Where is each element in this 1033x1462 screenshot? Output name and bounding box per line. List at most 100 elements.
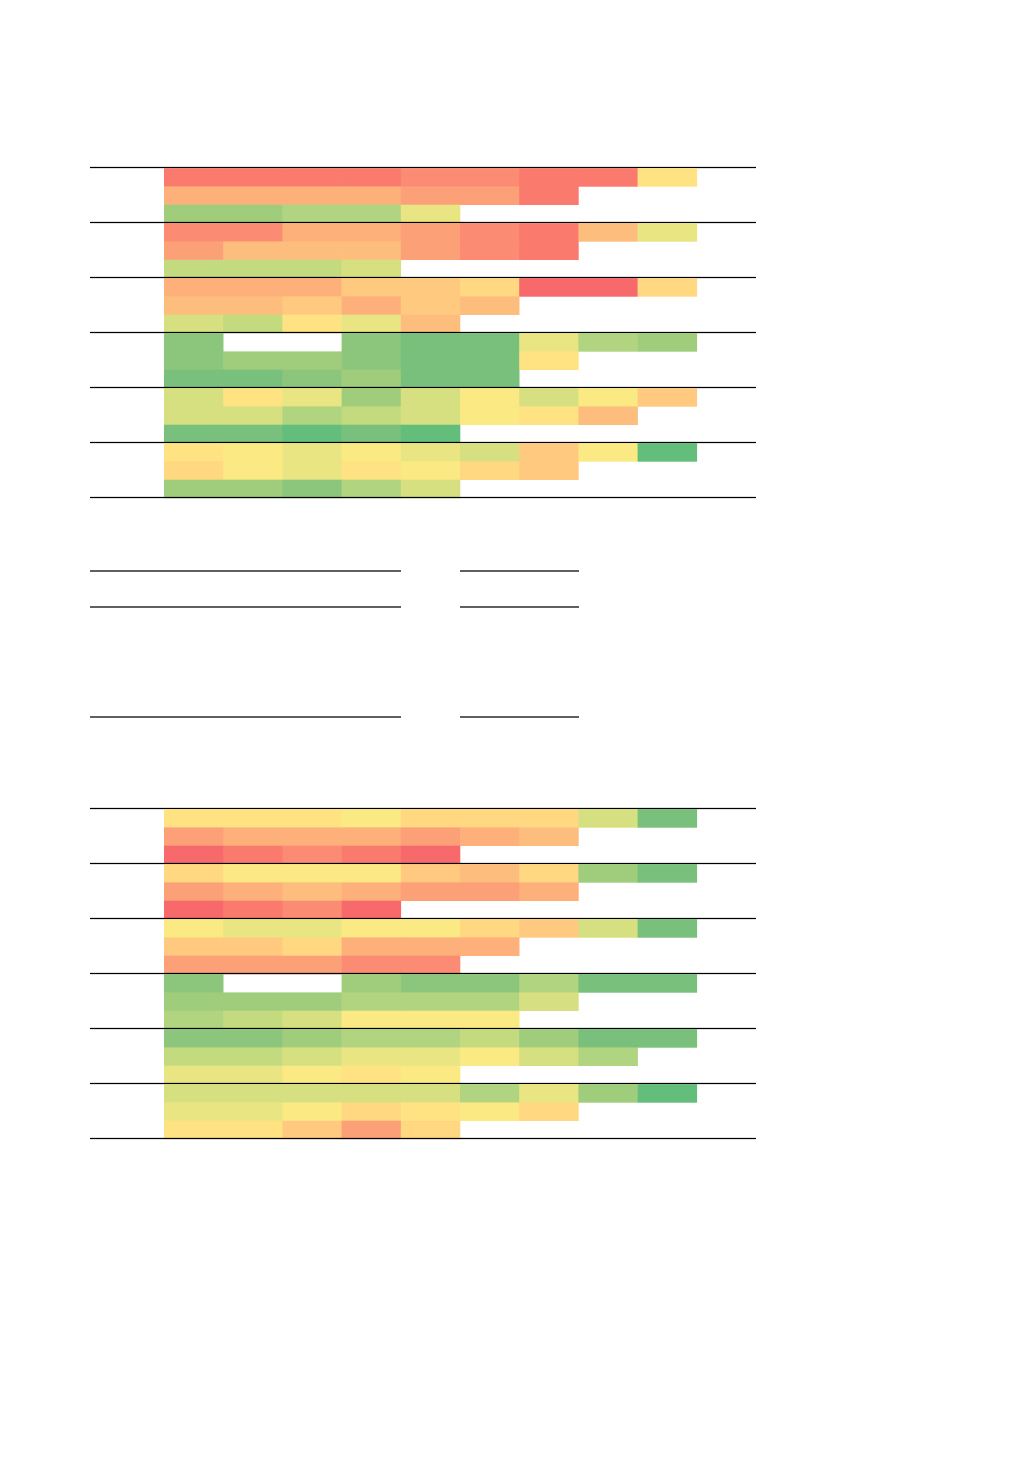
heat-cell-0-b3-r1-c6: [519, 351, 579, 370]
heat-cell-1-b3-r0-c7: [578, 974, 638, 993]
heat-cell-0-b0-r2-c4: [400, 204, 461, 224]
heat-cell-1-b0-r1-c2: [282, 827, 342, 846]
heat-cell-1-b2-r2-c1: [223, 955, 283, 975]
heat-cell-0-b4-r1-c3: [341, 406, 402, 425]
heat-cell-1-b1-r0-c1: [223, 864, 283, 883]
heat-cell-0-b5-r0-c8: [637, 443, 698, 462]
heat-cell-1-b5-r0-c4: [400, 1084, 461, 1103]
heat-cell-1-b3-r0-c5: [460, 974, 520, 993]
heat-cell-1-b3-r1-c6: [519, 992, 579, 1011]
heat-cell-0-b2-r1-c2: [282, 296, 342, 315]
heat-cell-1-b3-r1-c4: [400, 992, 461, 1011]
heat-cell-0-b5-r0-c6: [519, 443, 579, 462]
heat-cell-1-b2-r2-c3: [341, 955, 402, 975]
heat-cell-1-b5-r0-c2: [282, 1084, 342, 1103]
heat-cell-1-b5-r2-c2: [282, 1120, 342, 1140]
heat-cell-1-b0-r1-c1: [223, 827, 283, 846]
heat-cell-1-b4-r0-c8: [637, 1029, 698, 1048]
heat-cell-0-b3-r1-c5: [460, 351, 520, 370]
heat-cell-0-b0-r0-c5: [460, 168, 520, 187]
heat-cell-1-b2-r0-c1: [223, 919, 283, 938]
heat-cell-0-b1-r2-c3: [341, 259, 402, 279]
heat-cell-1-b5-r0-c8: [637, 1084, 698, 1103]
heat-cell-0-b0-r0-c1: [223, 168, 283, 187]
heat-cell-1-b3-r1-c0: [164, 992, 224, 1011]
heat-cell-0-b1-r2-c0: [164, 259, 224, 279]
heat-cell-1-b3-r2-c3: [341, 1010, 402, 1030]
heat-cell-0-b2-r0-c3: [341, 278, 402, 297]
heat-cell-0-b5-r0-c3: [341, 443, 402, 462]
heat-cell-1-b2-r1-c4: [400, 937, 461, 956]
heat-cell-0-b5-r2-c0: [164, 479, 224, 499]
heat-cell-0-b0-r0-c2: [282, 168, 342, 187]
heat-cell-1-b0-r0-c6: [519, 809, 579, 828]
heat-cell-1-b2-r1-c0: [164, 937, 224, 956]
heat-cell-1-b4-r0-c5: [460, 1029, 520, 1048]
heat-cell-0-b3-r0-c0: [164, 333, 224, 352]
heat-cell-1-b4-r1-c3: [341, 1047, 402, 1066]
heat-cell-0-b4-r0-c4: [400, 388, 461, 407]
heat-cell-0-b1-r0-c4: [400, 223, 461, 242]
heat-cell-1-b1-r0-c2: [282, 864, 342, 883]
heat-cell-0-b4-r0-c0: [164, 388, 224, 407]
heat-cell-0-b5-r1-c6: [519, 461, 579, 480]
heat-cell-0-b2-r1-c1: [223, 296, 283, 315]
heat-cell-0-b4-r2-c1: [223, 424, 283, 444]
heat-cell-0-b3-r1-c3: [341, 351, 402, 370]
heat-cell-1-b2-r1-c5: [460, 937, 520, 956]
heat-cell-0-b5-r2-c3: [341, 479, 402, 499]
heat-cell-1-b4-r2-c2: [282, 1065, 342, 1085]
heat-cell-0-b5-r1-c0: [164, 461, 224, 480]
heat-cell-1-b5-r1-c2: [282, 1102, 342, 1121]
heat-cell-1-b4-r1-c1: [223, 1047, 283, 1066]
heat-cell-0-b2-r0-c1: [223, 278, 283, 297]
heat-cell-0-b2-r2-c4: [400, 314, 461, 334]
heat-cell-1-b3-r1-c5: [460, 992, 520, 1011]
heat-cell-1-b0-r0-c1: [223, 809, 283, 828]
heat-cell-1-b2-r1-c3: [341, 937, 402, 956]
heat-cell-0-b0-r1-c2: [282, 186, 342, 205]
heat-cell-0-b2-r0-c7: [578, 278, 638, 297]
heat-cell-0-b4-r2-c2: [282, 424, 342, 444]
heat-cell-1-b0-r2-c0: [164, 845, 224, 865]
heat-cell-1-b0-r1-c0: [164, 827, 224, 846]
heat-cell-0-b3-r0-c6: [519, 333, 579, 352]
heat-cell-0-b3-r0-c5: [460, 333, 520, 352]
heat-cell-0-b5-r2-c4: [400, 479, 461, 499]
heat-cell-1-b3-r2-c5: [460, 1010, 520, 1030]
heat-cell-0-b3-r0-c4: [400, 333, 461, 352]
heat-cell-1-b5-r0-c0: [164, 1084, 224, 1103]
heat-cell-1-b0-r0-c2: [282, 809, 342, 828]
heat-cell-1-b0-r0-c3: [341, 809, 402, 828]
heat-cell-1-b1-r0-c6: [519, 864, 579, 883]
heat-cell-1-b4-r1-c4: [400, 1047, 461, 1066]
heat-cell-1-b1-r2-c2: [282, 900, 342, 920]
heat-cell-0-b0-r2-c3: [341, 204, 402, 224]
heat-cell-0-b1-r1-c3: [341, 241, 402, 260]
heat-cell-1-b0-r0-c8: [637, 809, 698, 828]
heat-cell-1-b3-r2-c0: [164, 1010, 224, 1030]
heat-cell-0-b1-r1-c1: [223, 241, 283, 260]
heat-cell-0-b5-r1-c4: [400, 461, 461, 480]
heat-cell-1-b4-r0-c3: [341, 1029, 402, 1048]
heat-cell-0-b4-r1-c0: [164, 406, 224, 425]
heat-cell-1-b3-r0-c0: [164, 974, 224, 993]
heat-cell-1-b2-r0-c4: [400, 919, 461, 938]
heat-cell-0-b3-r2-c4: [400, 369, 461, 389]
heat-cell-1-b4-r0-c4: [400, 1029, 461, 1048]
heat-cell-1-b2-r2-c4: [400, 955, 461, 975]
heat-cell-1-b5-r2-c4: [400, 1120, 461, 1140]
heat-cell-1-b1-r0-c4: [400, 864, 461, 883]
heat-cell-0-b0-r1-c0: [164, 186, 224, 205]
heat-cell-0-b1-r0-c6: [519, 223, 579, 242]
heat-cell-0-b1-r1-c0: [164, 241, 224, 260]
heat-cell-0-b1-r0-c8: [637, 223, 698, 242]
heat-cell-1-b5-r2-c1: [223, 1120, 283, 1140]
heat-cell-0-b1-r2-c1: [223, 259, 283, 279]
heat-cell-0-b1-r1-c5: [460, 241, 520, 260]
heat-cell-1-b1-r2-c3: [341, 900, 402, 920]
heat-cell-0-b5-r1-c1: [223, 461, 283, 480]
heat-cell-0-b1-r0-c5: [460, 223, 520, 242]
heat-cell-0-b3-r2-c5: [460, 369, 520, 389]
